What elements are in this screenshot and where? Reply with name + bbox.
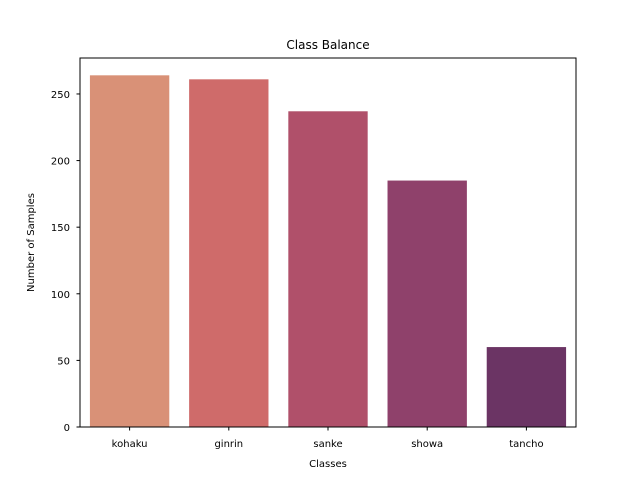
x-tick-label: sanke [313, 439, 342, 450]
x-tick-label: kohaku [112, 439, 148, 450]
bar-showa [387, 180, 467, 427]
x-axis-label: Classes [309, 459, 347, 470]
x-tick-label: ginrin [214, 439, 243, 450]
x-tick-label: tancho [509, 439, 543, 450]
bar-ginrin [189, 79, 269, 427]
x-tick-label: showa [411, 439, 443, 450]
bar-tancho [486, 347, 567, 427]
chart-title: Class Balance [286, 38, 369, 52]
y-tick-label: 100 [51, 290, 70, 301]
plot-frame [79, 57, 577, 428]
y-tick-label: 50 [57, 356, 70, 367]
bar-sanke [288, 111, 368, 427]
y-tick-label: 250 [51, 90, 70, 101]
x-axis-ticks: kohaku ginrin sanke showa tancho [112, 427, 544, 450]
y-tick-label: 0 [64, 423, 70, 434]
y-tick-label: 200 [51, 157, 70, 168]
bar-kohaku [89, 75, 170, 427]
y-tick-label: 150 [51, 223, 70, 234]
y-axis-ticks: 0 50 100 150 200 250 [51, 90, 80, 434]
bars-group [89, 75, 567, 427]
y-axis-label: Number of Samples [26, 193, 37, 292]
